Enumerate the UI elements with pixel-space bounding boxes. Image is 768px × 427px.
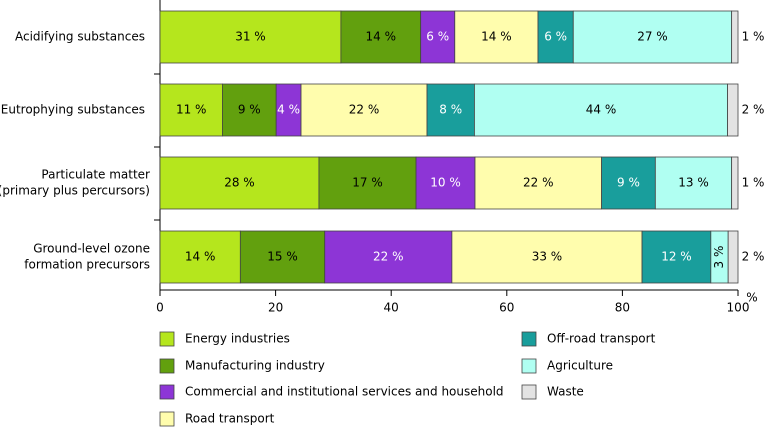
- bar-segment: [318, 156, 417, 210]
- bar-data-label: 33 %: [532, 250, 563, 264]
- legend-label: Agriculture: [547, 359, 613, 373]
- bar-data-label: 17 %: [352, 176, 383, 190]
- bar-segment: [324, 230, 453, 284]
- bar-data-label: 12 %: [661, 250, 692, 264]
- legend-label: Road transport: [185, 412, 275, 426]
- category-label: formation precursors: [24, 258, 150, 272]
- bar-segment: [727, 83, 739, 137]
- bar-data-label: 13 %: [678, 176, 709, 190]
- bar-data-label: 27 %: [637, 30, 668, 44]
- bar-data-label: 8 %: [439, 103, 462, 117]
- bar-data-label: 22 %: [523, 176, 554, 190]
- bar-segment: [474, 156, 602, 210]
- bar-data-label: 44 %: [586, 103, 617, 117]
- bar-data-label: 9 %: [238, 103, 261, 117]
- bar-data-label: 14 %: [366, 30, 397, 44]
- bar-data-label: 3 %: [712, 246, 726, 269]
- category-label: Eutrophying substances: [1, 103, 145, 117]
- bar-segment: [159, 10, 342, 64]
- x-tick-label: 40: [384, 301, 399, 315]
- bar-data-label: 22 %: [373, 250, 404, 264]
- legend-swatch: [159, 384, 175, 400]
- bar-segment: [426, 83, 475, 137]
- x-axis-unit: %: [746, 291, 757, 305]
- bar-data-label: 6 %: [544, 30, 567, 44]
- legend-swatch: [521, 384, 537, 400]
- legend-label: Energy industries: [185, 332, 290, 346]
- x-tick-label: 80: [615, 301, 630, 315]
- legend-swatch: [159, 411, 175, 427]
- category-label: Particulate matter: [41, 168, 150, 182]
- bar-data-label: 9 %: [617, 176, 640, 190]
- bar-data-label: 15 %: [267, 250, 298, 264]
- bar-data-label: 11 %: [176, 103, 207, 117]
- bar-segment: [727, 230, 739, 284]
- legend-label: Manufacturing industry: [185, 359, 325, 373]
- bar-segment: [731, 10, 739, 64]
- legend-swatch: [521, 358, 537, 374]
- bar-segment: [601, 156, 656, 210]
- bar-data-label: 1 %: [742, 30, 765, 44]
- legend-swatch: [521, 331, 537, 347]
- bar-data-label: 14 %: [185, 250, 216, 264]
- bar-segment: [300, 83, 428, 137]
- bar-segment: [159, 83, 223, 137]
- bar-data-label: 2 %: [742, 250, 765, 264]
- bar-data-label: 31 %: [235, 30, 266, 44]
- bar-segment: [731, 156, 739, 210]
- legend-swatch: [159, 331, 175, 347]
- category-label: (primary plus percursors): [0, 184, 150, 198]
- category-label: Acidifying substances: [15, 30, 145, 44]
- bar-data-label: 28 %: [224, 176, 255, 190]
- bar-segment: [451, 230, 643, 284]
- bar-data-label: 14 %: [481, 30, 512, 44]
- bar-segment: [159, 230, 241, 284]
- bar-data-label: 6 %: [426, 30, 449, 44]
- x-tick-label: 20: [268, 301, 283, 315]
- bar-data-label: 10 %: [430, 176, 461, 190]
- legend-label: Commercial and institutional services an…: [185, 385, 504, 399]
- legend-label: Off-road transport: [547, 332, 656, 346]
- bar-data-label: 1 %: [742, 176, 765, 190]
- bar-segment: [222, 83, 277, 137]
- legend-swatch: [159, 358, 175, 374]
- category-label: Ground-level ozone: [33, 242, 150, 256]
- bar-data-label: 2 %: [742, 103, 765, 117]
- x-tick-label: 60: [499, 301, 514, 315]
- bar-data-label: 4 %: [277, 103, 300, 117]
- bar-segment: [275, 83, 302, 137]
- bar-segment: [641, 230, 712, 284]
- legend-label: Waste: [547, 385, 584, 399]
- bar-data-label: 22 %: [349, 103, 380, 117]
- bar-segment: [340, 10, 422, 64]
- x-tick-label: 0: [156, 301, 164, 315]
- bar-segment: [474, 83, 728, 137]
- x-tick-label: 100: [727, 301, 750, 315]
- bar-segment: [239, 230, 326, 284]
- bar-segment: [654, 156, 733, 210]
- bar-segment: [454, 10, 539, 64]
